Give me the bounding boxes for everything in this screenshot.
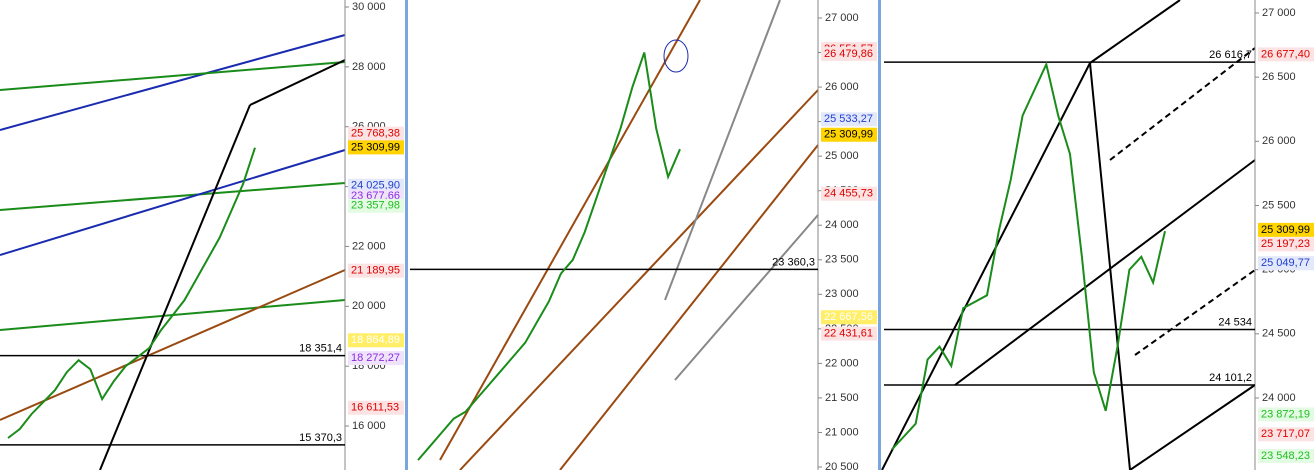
level-label: 15 370,3 [299, 432, 342, 444]
price-tag [1258, 237, 1314, 252]
price-tag [1258, 427, 1314, 442]
price-tag-label: 22 431,61 [824, 327, 873, 339]
y-tick-label: 26 000 [1262, 135, 1296, 147]
price-tag-label: 23 548,23 [1261, 450, 1310, 462]
y-tick-label: 16 000 [352, 420, 386, 432]
price-tag-label: 18 272,27 [351, 352, 400, 364]
y-tick-label: 26 000 [825, 81, 859, 93]
y-tick-label: 22 000 [352, 240, 386, 252]
price-line [7, 147, 256, 439]
price-tag [348, 400, 404, 415]
price-tag-label: 25 309,99 [824, 129, 873, 141]
y-tick-label: 24 500 [1262, 328, 1296, 340]
y-tick-label: 22 000 [825, 357, 859, 369]
level-label: 24 534 [1218, 316, 1252, 328]
price-tag [1258, 222, 1314, 237]
level-label: 24 101,2 [1209, 372, 1252, 384]
price-line [417, 52, 681, 461]
price-tag [821, 310, 877, 325]
price-tag [1258, 448, 1314, 463]
price-tag-label: 25 197,23 [1261, 238, 1310, 250]
price-tag-label: 23 357,98 [351, 200, 400, 212]
y-tick-label: 20 500 [825, 461, 859, 470]
price-tag-label: 25 049,77 [1261, 257, 1310, 269]
y-tick-label: 24 000 [825, 219, 859, 231]
price-tag-label: 21 189,95 [351, 265, 400, 277]
price-tag [1258, 407, 1314, 422]
price-tag [348, 126, 404, 141]
price-tag-label: 16 611,53 [351, 402, 399, 414]
price-tag-label: 25 768,38 [351, 128, 400, 140]
price-tag [821, 127, 877, 142]
price-tag-label: 18 864,89 [351, 334, 400, 346]
price-tag [1258, 256, 1314, 271]
price-tag [348, 351, 404, 366]
y-tick-label: 25 500 [1262, 199, 1296, 211]
price-tag-label: 25 309,99 [351, 141, 400, 153]
price-tag-label: 23 717,07 [1261, 428, 1310, 440]
price-tag [821, 326, 877, 341]
level-label: 18 351,4 [299, 343, 342, 355]
y-tick-label: 24 000 [1262, 392, 1296, 404]
price-tag [821, 112, 877, 127]
y-tick-label: 21 500 [825, 392, 859, 404]
price-tag-label: 24 455,73 [824, 188, 873, 200]
y-tick-label: 23 000 [825, 288, 859, 300]
y-tick-label: 27 000 [1262, 7, 1296, 19]
price-tag [821, 46, 877, 61]
price-tag-label: 26 677,40 [1261, 48, 1310, 60]
y-tick-label: 25 000 [825, 150, 859, 162]
price-tag [348, 140, 404, 155]
separator [878, 0, 881, 470]
price-tag [348, 333, 404, 348]
y-tick-label: 20 000 [352, 300, 386, 312]
y-tick-label: 28 000 [352, 61, 386, 73]
y-tick-label: 27 000 [825, 12, 859, 24]
price-line [891, 61, 1166, 450]
price-tag-label: 23 872,19 [1261, 408, 1310, 420]
price-tag-label: 22 667,56 [824, 311, 873, 323]
level-label: 26 616,7 [1209, 49, 1252, 61]
price-tag [348, 263, 404, 278]
price-tag-label: 26 479,86 [824, 48, 873, 60]
price-tag-label: 24 025,90 [351, 180, 400, 192]
price-tag [348, 198, 404, 213]
price-tag [1258, 47, 1314, 62]
y-tick-label: 26 500 [1262, 71, 1296, 83]
trend-lines [0, 0, 1256, 470]
price-tag [821, 186, 877, 201]
y-tick-label: 30 000 [352, 1, 386, 13]
y-tick-label: 21 000 [825, 426, 859, 438]
price-tag-label: 25 309,99 [1261, 224, 1310, 236]
separator [405, 0, 408, 470]
price-tag-label: 25 533,27 [824, 113, 873, 125]
y-tick-label: 23 500 [825, 254, 859, 266]
level-label: 23 360,3 [772, 256, 815, 268]
